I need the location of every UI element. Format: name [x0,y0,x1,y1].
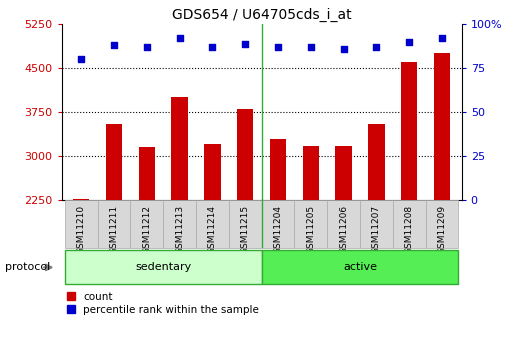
Bar [336,146,352,200]
Bar [393,200,426,248]
Bar [368,124,385,200]
Text: GSM11207: GSM11207 [372,205,381,254]
Bar [360,200,393,248]
Text: GSM11215: GSM11215 [241,205,250,254]
Bar [65,200,97,248]
Point [110,42,118,48]
Legend: count, percentile rank within the sample: count, percentile rank within the sample [63,287,264,319]
Text: GSM11206: GSM11206 [339,205,348,254]
Bar [106,124,122,200]
Bar [163,200,196,248]
Bar [262,200,294,248]
Text: GSM11205: GSM11205 [306,205,315,254]
Text: protocol: protocol [5,263,50,272]
Text: active: active [343,263,377,272]
Bar [426,200,459,248]
Bar [237,109,253,200]
Title: GDS654 / U64705cds_i_at: GDS654 / U64705cds_i_at [172,8,351,22]
Bar [401,62,418,200]
Point [208,44,216,50]
Text: GSM11204: GSM11204 [273,205,283,254]
Bar [196,200,229,248]
Bar [97,200,130,248]
Bar [229,200,262,248]
Point [307,44,315,50]
Point [405,39,413,45]
Bar [262,250,459,284]
Text: GSM11212: GSM11212 [142,205,151,254]
Text: GSM11208: GSM11208 [405,205,413,254]
Point [175,36,184,41]
Bar [270,139,286,200]
Bar [294,200,327,248]
Point [372,44,381,50]
Point [77,57,85,62]
Point [340,46,348,51]
Text: GSM11210: GSM11210 [77,205,86,254]
Text: GSM11214: GSM11214 [208,205,217,254]
Bar [73,199,89,200]
Text: GSM11211: GSM11211 [110,205,119,254]
Bar [327,200,360,248]
Point [143,44,151,50]
Bar [171,98,188,200]
Text: GSM11213: GSM11213 [175,205,184,254]
Text: GSM11209: GSM11209 [438,205,446,254]
Bar [139,147,155,200]
Point [438,36,446,41]
Point [274,44,282,50]
Text: sedentary: sedentary [135,263,191,272]
Bar [303,146,319,200]
Bar [130,200,163,248]
Bar [434,53,450,200]
Point [241,41,249,46]
Bar [65,250,262,284]
Bar [204,144,221,200]
